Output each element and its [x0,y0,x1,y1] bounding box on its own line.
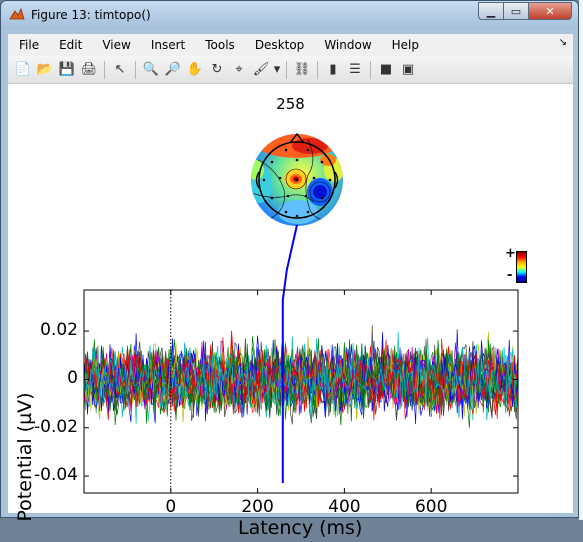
brush-icon[interactable]: 🖌 [252,62,270,77]
maximize-button[interactable]: ▭ [503,2,529,20]
open-file-icon[interactable]: 📂 [36,62,54,77]
insert-colorbar-icon[interactable]: ▮ [329,62,337,77]
menu-window[interactable]: Window [324,38,372,52]
matlab-app-icon [9,7,25,20]
erp-axes[interactable] [8,85,573,513]
x-tick-label: 600 [414,497,448,517]
zoom-in-icon[interactable]: 🔍 [142,62,160,77]
topoplot-head[interactable] [248,130,346,228]
x-tick-label: 0 [165,497,177,517]
print-icon[interactable]: 🖨 [80,62,98,77]
save-icon[interactable]: 💾 [58,62,76,77]
y-axis-label: Potential (µV) [14,392,36,522]
window-title: Figure 13: timtopo() [31,8,151,22]
close-button[interactable]: ✕ [528,2,572,20]
menu-file[interactable]: File [19,38,40,52]
toolbar-separator [317,60,318,79]
brush-dropdown-icon[interactable]: ▾ [273,62,281,77]
colorbar-minus-label: - [507,268,513,283]
axes-box [83,289,519,494]
figure-canvas: 258 [8,85,573,539]
zoom-out-icon[interactable]: 🔎 [164,62,182,77]
channel-trace [83,338,519,414]
new-figure-icon[interactable]: 📄 [14,62,32,77]
edit-plot-arrow-icon[interactable]: ↖ [114,62,126,77]
toolbar-separator [286,60,287,79]
figure-toolbar: 📄 📂 💾 🖨 ↖ 🔍 🔎 ✋ ↻ ⌖ 🖌 ▾ ⛓ ▮ ☰ ■ ▣ [8,56,573,84]
rotate-3d-icon[interactable]: ↻ [211,62,223,77]
pan-hand-icon[interactable]: ✋ [186,62,204,77]
menu-view[interactable]: View [102,38,131,52]
menu-edit[interactable]: Edit [59,38,83,52]
latency-marker-line [281,224,298,483]
menu-desktop[interactable]: Desktop [254,38,305,52]
colorbar[interactable] [516,251,527,283]
toolbar-separator [370,60,371,79]
colorbar-plus-label: + [505,246,516,261]
menu-help[interactable]: Help [391,38,419,52]
toolbar-separator [135,60,136,79]
menu-insert[interactable]: Insert [150,38,186,52]
menu-tools[interactable]: Tools [205,38,235,52]
minimize-button[interactable]: ▁ [478,2,504,20]
y-tick-label: 0 [67,368,78,389]
figure-client: File Edit View Insert Tools Desktop Window Help… [8,34,573,539]
link-plot-icon[interactable]: ⛓ [293,62,311,77]
chart-title: 258 [276,95,305,113]
x-tick-label: 400 [328,497,361,517]
channel-trace [83,336,519,428]
menu-bar: File Edit View Insert Tools Desktop Window Help… [8,34,573,56]
y-tick-label: 0.02 [40,320,78,341]
title-bar[interactable]: Figure 13: timtopo() ▁ ▭ ✕ [1,1,578,29]
x-axis-label: Latency (ms) [238,517,363,539]
insert-legend-icon[interactable]: ☰ [349,62,361,77]
toolbar-separator [104,60,105,79]
menubar-dock-arrow-icon[interactable]: ↘ [558,37,567,48]
y-tick-label: -0.04 [34,465,78,486]
hide-plot-tools-icon[interactable]: ■ [379,62,393,77]
x-tick-label: 200 [241,497,274,517]
data-cursor-icon[interactable]: ⌖ [235,62,243,77]
show-plot-tools-icon[interactable]: ▣ [401,62,415,77]
y-tick-label: -0.02 [34,416,78,437]
